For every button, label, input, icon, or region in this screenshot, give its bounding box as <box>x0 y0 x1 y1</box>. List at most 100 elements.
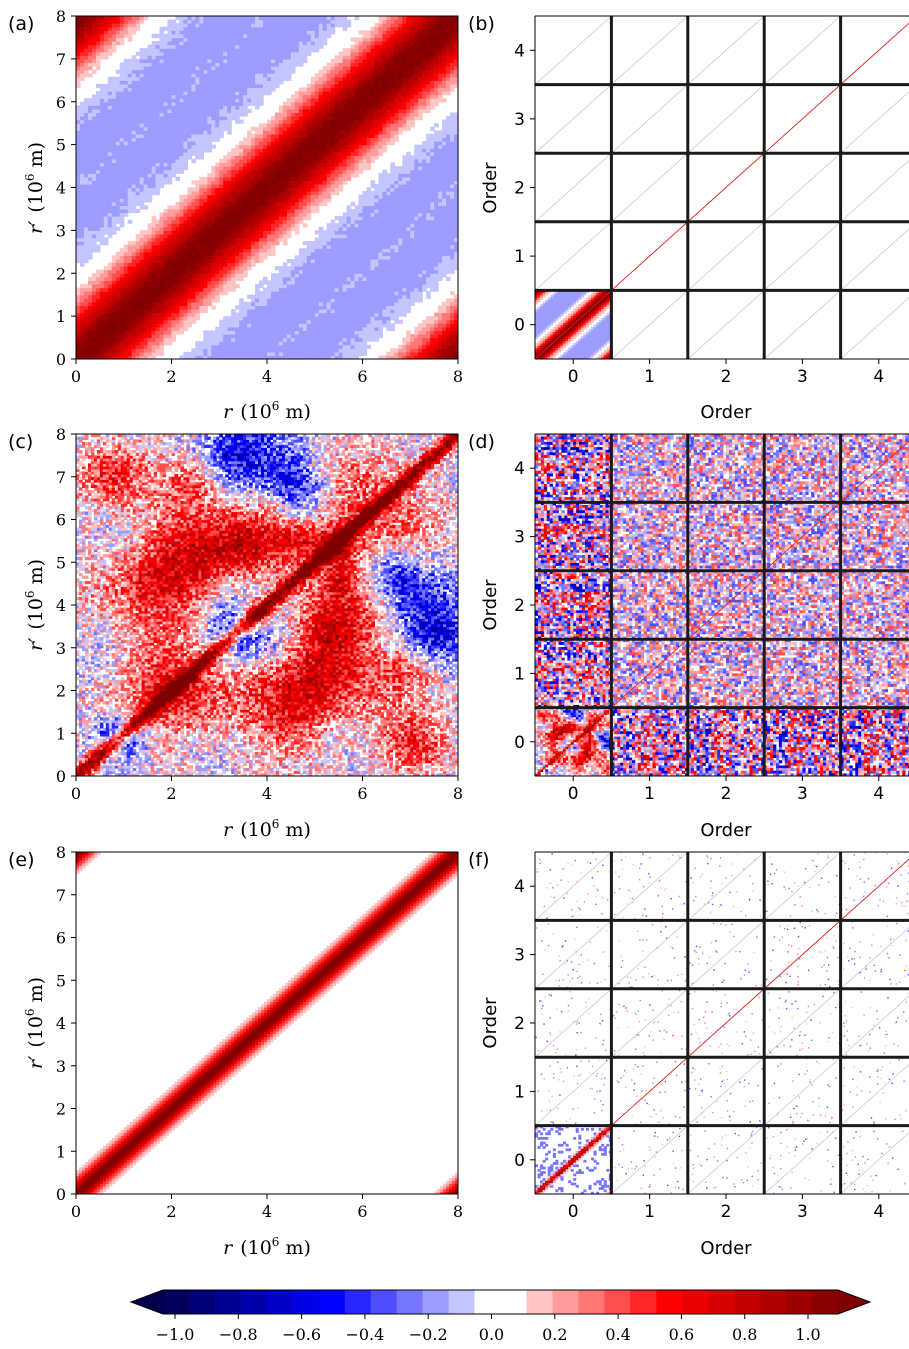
heat-cell <box>127 19 133 24</box>
heat-cell <box>243 62 248 67</box>
heat-cell <box>151 169 157 174</box>
heat-cell <box>115 216 121 221</box>
heat-cell <box>251 126 256 131</box>
heat-cell <box>123 87 129 92</box>
heat-cell <box>207 208 212 214</box>
heat-cell <box>119 69 125 74</box>
heat-cell <box>179 316 185 321</box>
heat-cell <box>243 101 248 106</box>
heat-cell <box>270 155 276 160</box>
heat-cell <box>159 180 165 185</box>
heat-cell <box>211 30 216 35</box>
heat-cell <box>139 126 145 131</box>
heat-cell <box>159 241 165 246</box>
heat-cell <box>187 141 192 146</box>
heat-cell <box>151 298 157 303</box>
heat-cell <box>239 241 244 246</box>
heat-cell <box>270 351 276 357</box>
heat-cell <box>111 226 117 231</box>
heat-cell <box>76 294 81 299</box>
heat-cell <box>143 348 149 353</box>
heat-cell <box>187 94 192 99</box>
heat-cell <box>151 326 157 332</box>
heat-cell <box>147 323 153 328</box>
heat-cell <box>87 173 93 178</box>
heat-cell <box>247 237 252 242</box>
heat-cell <box>159 348 165 353</box>
heat-cell <box>263 301 268 306</box>
heat-cell <box>195 33 200 39</box>
heat-cell <box>227 276 232 281</box>
heat-cell <box>207 237 212 242</box>
heat-cell <box>143 180 149 185</box>
heat-cell <box>183 355 189 359</box>
heat-cell <box>191 19 196 24</box>
heat-cell <box>103 166 109 171</box>
heat-cell <box>91 180 97 185</box>
heat-cell <box>123 141 129 146</box>
heat-cell <box>286 269 292 274</box>
heat-cell <box>302 151 308 156</box>
heat-cell <box>131 155 137 160</box>
heat-cell <box>103 273 109 278</box>
heat-cell <box>191 226 196 231</box>
heat-cell <box>211 58 216 64</box>
heat-cell <box>171 91 177 96</box>
heat-cell <box>306 301 312 306</box>
heat-cell <box>99 166 105 171</box>
heat-cell <box>263 351 268 357</box>
heat-cell <box>235 237 240 242</box>
heat-cell <box>119 337 125 342</box>
heat-cell <box>163 158 169 164</box>
heat-cell <box>310 137 316 142</box>
heat-cell <box>123 133 129 139</box>
heat-cell <box>183 130 189 135</box>
heat-cell <box>207 183 212 189</box>
heat-cell <box>115 155 121 160</box>
heat-cell <box>87 162 93 167</box>
heat-cell <box>310 141 316 146</box>
heat-cell <box>163 44 169 49</box>
heat-cell <box>87 98 93 103</box>
heat-cell <box>127 251 133 256</box>
heat-cell <box>131 330 137 335</box>
heat-cell <box>183 226 189 231</box>
heat-cell <box>151 255 157 260</box>
heat-cell <box>259 291 264 296</box>
heat-cell <box>187 30 192 35</box>
heat-cell <box>203 191 208 196</box>
heat-cell <box>171 173 177 178</box>
heat-cell <box>143 287 149 292</box>
heat-cell <box>119 158 125 164</box>
heat-cell <box>171 62 177 67</box>
heat-cell <box>187 287 192 292</box>
heat-cell <box>147 316 153 321</box>
heat-cell <box>127 141 133 146</box>
heat-cell <box>115 98 121 103</box>
heat-cell <box>203 333 208 339</box>
heat-cell <box>223 108 228 114</box>
heat-cell <box>171 155 177 160</box>
heat-cell <box>183 44 189 49</box>
heat-cell <box>199 101 204 106</box>
heat-cell <box>191 251 196 256</box>
heat-cell <box>179 301 185 306</box>
heat-cell <box>235 205 240 210</box>
heat-cell <box>199 273 204 278</box>
heat-cell <box>286 216 292 221</box>
heat-cell <box>155 101 161 106</box>
heat-cell <box>187 41 192 46</box>
heat-cell <box>179 37 185 42</box>
heat-cell <box>294 301 300 306</box>
heat-cell <box>151 144 157 149</box>
heat-cell <box>255 155 260 160</box>
heat-cell <box>103 308 109 314</box>
heat-cell <box>159 283 165 289</box>
heat-cell <box>91 191 97 196</box>
heat-cell <box>227 183 232 189</box>
heat-cell <box>219 55 224 60</box>
heat-cell <box>203 291 208 296</box>
heat-cell <box>290 273 296 278</box>
heat-cell <box>270 355 276 359</box>
heat-cell <box>278 33 284 39</box>
